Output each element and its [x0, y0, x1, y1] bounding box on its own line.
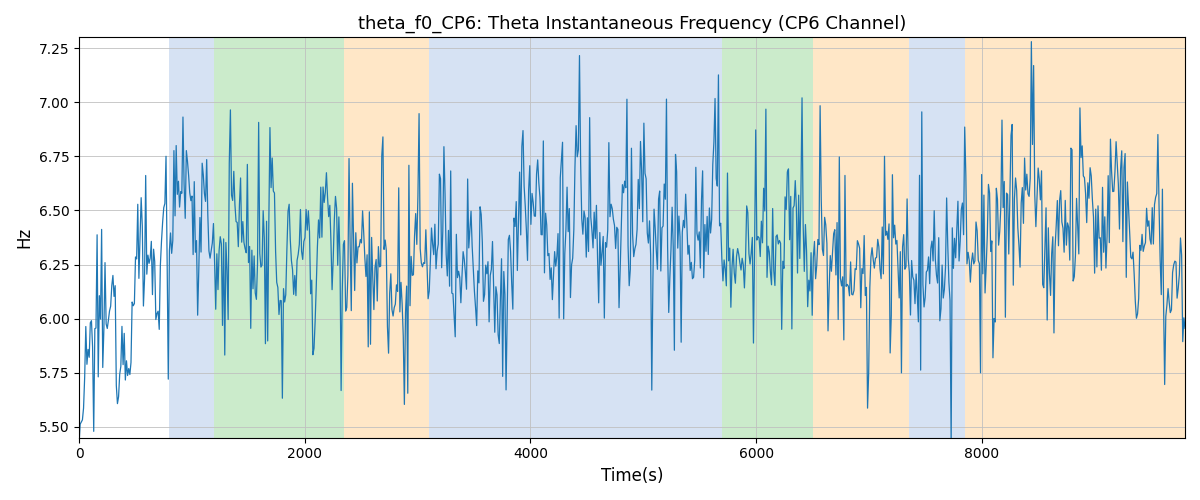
Bar — [215, 38, 344, 438]
Bar — [908, 38, 965, 438]
Bar — [812, 38, 908, 438]
Bar — [169, 38, 215, 438]
Y-axis label: Hz: Hz — [14, 227, 32, 248]
Title: theta_f0_CP6: Theta Instantaneous Frequency (CP6 Channel): theta_f0_CP6: Theta Instantaneous Freque… — [358, 15, 906, 34]
Bar — [428, 38, 700, 438]
Bar — [344, 38, 428, 438]
Bar — [700, 38, 722, 438]
Bar — [722, 38, 812, 438]
X-axis label: Time(s): Time(s) — [601, 467, 664, 485]
Bar — [965, 38, 1186, 438]
